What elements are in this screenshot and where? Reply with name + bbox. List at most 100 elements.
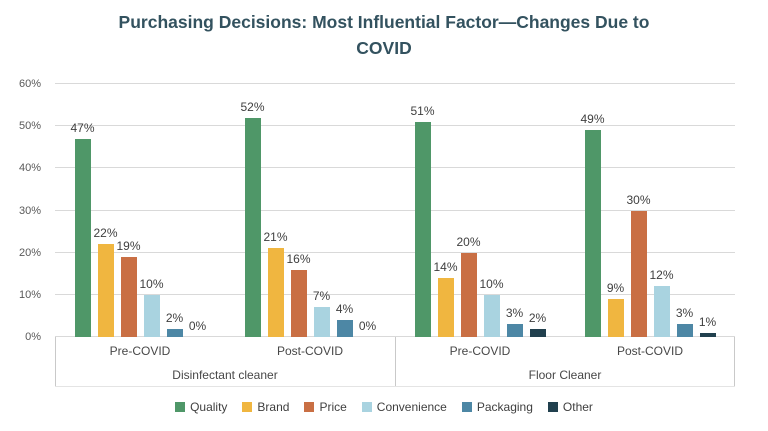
bar-slot: 10%	[139, 84, 164, 337]
category-axis-separator	[734, 337, 735, 386]
bar-value-label: 0%	[358, 319, 377, 333]
bar-value-label: 0%	[188, 319, 207, 333]
legend-item-packaging: Packaging	[461, 400, 533, 414]
bar-value-label: 30%	[626, 192, 651, 207]
bar-value-label: 22%	[93, 226, 118, 241]
bar-slot: 47%	[70, 84, 95, 337]
bar-slot: 9%	[607, 84, 624, 337]
legend-label: Convenience	[376, 400, 447, 414]
y-axis-tick-label: 60%	[18, 78, 41, 90]
bar-price	[120, 256, 137, 337]
bar-value-label: 20%	[456, 234, 481, 249]
bar-other	[529, 328, 546, 337]
bar-convenience	[143, 294, 160, 337]
legend-label: Brand	[257, 400, 290, 414]
bar-slot: 21%	[263, 84, 288, 337]
bar-group-4: 49% 9% 30% 12% 3% 1%	[565, 84, 735, 337]
bar-packaging	[676, 324, 693, 337]
bar-slot: 51%	[410, 84, 435, 337]
bar-value-label: 4%	[335, 302, 354, 317]
legend-item-quality: Quality	[175, 400, 227, 414]
chart-title-line1: Purchasing Decisions: Most Influential F…	[118, 12, 650, 32]
bar-value-label: 14%	[433, 259, 458, 274]
category-axis-products: Disinfectant cleaner Floor Cleaner	[55, 361, 735, 386]
y-axis: 0% 10% 20% 30% 40% 50% 60%	[0, 78, 48, 343]
bar-slot: 0%	[188, 84, 207, 337]
bar-value-label: 21%	[263, 230, 288, 245]
chart-title-line2: COVID	[356, 38, 412, 59]
bar-slot: 2%	[528, 84, 547, 337]
bar-value-label: 2%	[528, 310, 547, 325]
bar-slot: 0%	[358, 84, 377, 337]
y-axis-tick-label: 20%	[18, 246, 41, 259]
category-axis: Pre-COVID Post-COVID Pre-COVID Post-COVID D…	[55, 337, 735, 387]
gridline	[55, 125, 735, 127]
bar-value-label: 12%	[649, 268, 674, 283]
bar-slot: 20%	[456, 84, 481, 337]
bar-packaging	[506, 324, 523, 337]
gridline	[55, 293, 735, 295]
y-axis-tick-label: 10%	[18, 288, 41, 301]
bar-slot: 14%	[433, 84, 458, 337]
legend-swatch-quality-icon	[175, 402, 186, 412]
bar-value-label: 19%	[116, 238, 141, 253]
bar-value-label: 3%	[505, 306, 524, 321]
bar-slot: 22%	[93, 84, 118, 337]
legend-swatch-brand-icon	[242, 402, 253, 412]
bar-convenience	[653, 286, 670, 337]
bar-value-label: 10%	[139, 276, 164, 291]
bar-convenience	[313, 307, 330, 337]
bar-slot: 30%	[626, 84, 651, 337]
bar-packaging	[166, 328, 183, 337]
y-axis-tick-label: 30%	[18, 204, 41, 217]
period-label: Post-COVID	[276, 344, 343, 358]
legend-item-price: Price	[304, 400, 347, 414]
bar-quality	[74, 138, 91, 337]
gridline	[55, 167, 735, 169]
bar-quality	[584, 130, 601, 337]
y-axis-tick-label: 0%	[25, 331, 41, 343]
gridline	[55, 83, 735, 84]
bar-other	[699, 332, 716, 337]
bar-slot: 16%	[286, 84, 311, 337]
bar-slot: 4%	[335, 84, 354, 337]
bar-value-label: 51%	[410, 103, 435, 118]
y-axis-tick-label: 40%	[18, 162, 41, 175]
bar-value-label: 2%	[165, 310, 184, 325]
bar-group-1: 47% 22% 19% 10% 2% 0%	[55, 84, 225, 337]
bar-slot: 19%	[116, 84, 141, 337]
bar-packaging	[336, 320, 353, 337]
legend-item-other: Other	[547, 400, 593, 414]
bar-value-label: 49%	[580, 112, 605, 127]
product-label: Disinfectant cleaner	[172, 368, 278, 382]
bar-group-3: 51% 14% 20% 10% 3% 2%	[395, 84, 565, 337]
bar-slot: 10%	[479, 84, 504, 337]
bar-convenience	[483, 294, 500, 337]
bar-brand	[437, 277, 454, 337]
legend-label: Packaging	[476, 400, 533, 414]
legend-swatch-other-icon	[547, 402, 558, 412]
period-label: Pre-COVID	[449, 344, 511, 358]
bar-group-2: 52% 21% 16% 7% 4% 0%	[225, 84, 395, 337]
legend-label: Quality	[190, 400, 228, 414]
bar-value-label: 16%	[286, 251, 311, 266]
legend-swatch-packaging-icon	[461, 402, 472, 412]
bar-brand	[607, 299, 624, 337]
bar-slot: 1%	[698, 84, 717, 337]
legend-label: Other	[562, 400, 593, 414]
bar-slot: 3%	[676, 84, 693, 337]
bar-value-label: 47%	[70, 120, 95, 135]
product-label: Floor Cleaner	[528, 368, 602, 382]
period-label: Post-COVID	[616, 344, 683, 358]
bar-slot: 49%	[580, 84, 605, 337]
bar-value-label: 10%	[479, 276, 504, 291]
bar-slot: 2%	[165, 84, 184, 337]
plot-area: 47% 22% 19% 10% 2% 0% 52% 21% 16% 7% 4% 0% 51% 14% 20%…	[55, 83, 735, 337]
bar-value-label: 7%	[312, 289, 331, 304]
gridline	[55, 209, 735, 211]
bar-price	[460, 252, 477, 337]
bar-value-label: 1%	[698, 314, 717, 329]
bar-value-label: 52%	[240, 99, 265, 114]
bar-slot: 7%	[312, 84, 331, 337]
